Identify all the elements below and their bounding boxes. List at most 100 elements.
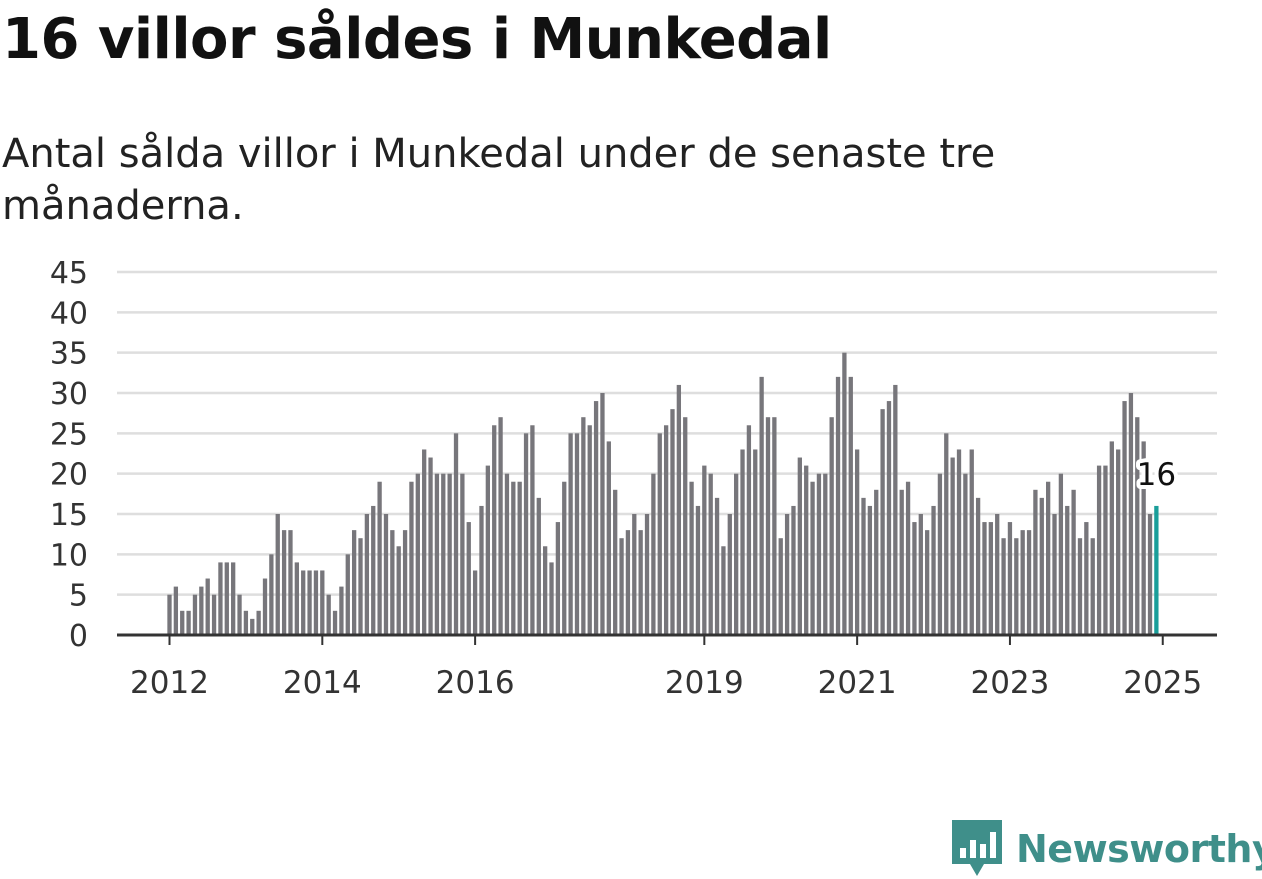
x-tick-label: 2021 <box>818 665 897 701</box>
bar <box>281 530 287 635</box>
bar <box>485 465 490 635</box>
x-tick-label: 2025 <box>1123 665 1202 701</box>
bar <box>695 505 701 635</box>
bar <box>237 594 242 635</box>
bar <box>447 473 452 635</box>
bar <box>218 562 223 635</box>
bar <box>835 376 841 635</box>
y-tick-label: 0 <box>69 619 88 654</box>
bar <box>746 425 752 635</box>
bar <box>345 554 350 635</box>
bar <box>167 594 172 635</box>
bar <box>1039 497 1044 635</box>
bar <box>759 376 764 635</box>
bar <box>1122 401 1127 635</box>
bar <box>753 449 758 635</box>
bar <box>1077 538 1083 635</box>
bar <box>250 618 255 635</box>
bar <box>1014 538 1019 635</box>
bar <box>632 514 637 635</box>
bar <box>1046 481 1051 635</box>
chart-title: 16 villor såldes i Munkedal <box>2 7 832 72</box>
bar <box>441 473 446 635</box>
bar <box>339 586 344 635</box>
bars <box>167 352 1159 635</box>
bar <box>555 522 561 635</box>
bar <box>434 473 440 635</box>
bar <box>504 473 510 635</box>
bar <box>530 425 535 635</box>
bar <box>192 594 198 635</box>
bar <box>351 530 357 635</box>
bar <box>874 489 879 635</box>
bar <box>173 586 179 635</box>
bar <box>269 554 274 635</box>
x-tick-label: 2023 <box>970 665 1049 701</box>
bar <box>676 384 682 635</box>
bar <box>829 417 834 635</box>
bar <box>1103 465 1108 635</box>
bar <box>377 481 382 635</box>
bar <box>867 505 873 635</box>
bar <box>402 530 408 635</box>
bar <box>816 473 822 635</box>
bar <box>663 425 669 635</box>
bar <box>396 546 401 635</box>
bar <box>689 481 694 635</box>
bar <box>702 465 707 635</box>
bar <box>390 530 395 635</box>
bar <box>1001 538 1006 635</box>
bar <box>854 449 860 635</box>
bar <box>1084 522 1089 635</box>
bar <box>460 473 465 635</box>
bar <box>1052 514 1057 635</box>
bar <box>956 449 962 635</box>
bar <box>568 433 573 635</box>
bar <box>326 594 331 635</box>
bar <box>995 514 1000 635</box>
bar <box>1090 538 1095 635</box>
bar <box>1135 417 1140 635</box>
bar <box>651 473 656 635</box>
bar <box>1033 489 1038 635</box>
bar <box>364 514 370 635</box>
bar <box>294 562 299 635</box>
bar <box>963 473 968 635</box>
bar <box>600 393 605 635</box>
bar <box>944 433 949 635</box>
bar <box>275 514 280 635</box>
bar <box>638 530 643 635</box>
bar <box>1026 530 1032 635</box>
bar <box>880 409 885 635</box>
bar <box>886 401 892 635</box>
bar <box>562 481 567 635</box>
bar <box>899 489 904 635</box>
bar <box>593 401 599 635</box>
bar <box>1109 441 1114 635</box>
bar <box>734 473 739 635</box>
bar <box>1147 514 1153 635</box>
bar <box>861 497 866 635</box>
bar <box>606 441 611 635</box>
bar <box>574 433 580 635</box>
bar <box>307 570 312 635</box>
bar <box>721 546 726 635</box>
x-tick-label: 2016 <box>436 665 515 701</box>
bar <box>409 481 414 635</box>
bar <box>1116 449 1121 635</box>
bar <box>587 425 592 635</box>
bar <box>657 433 662 635</box>
bar <box>778 538 783 635</box>
x-tick-label: 2014 <box>283 665 362 701</box>
bar <box>982 522 987 635</box>
bar <box>498 417 503 635</box>
bar <box>536 497 541 635</box>
bar <box>1096 465 1102 635</box>
bar <box>211 594 217 635</box>
brand-name: Newsworthy <box>1016 827 1262 871</box>
bar <box>422 449 427 635</box>
bar <box>848 376 853 635</box>
bar <box>543 546 548 635</box>
